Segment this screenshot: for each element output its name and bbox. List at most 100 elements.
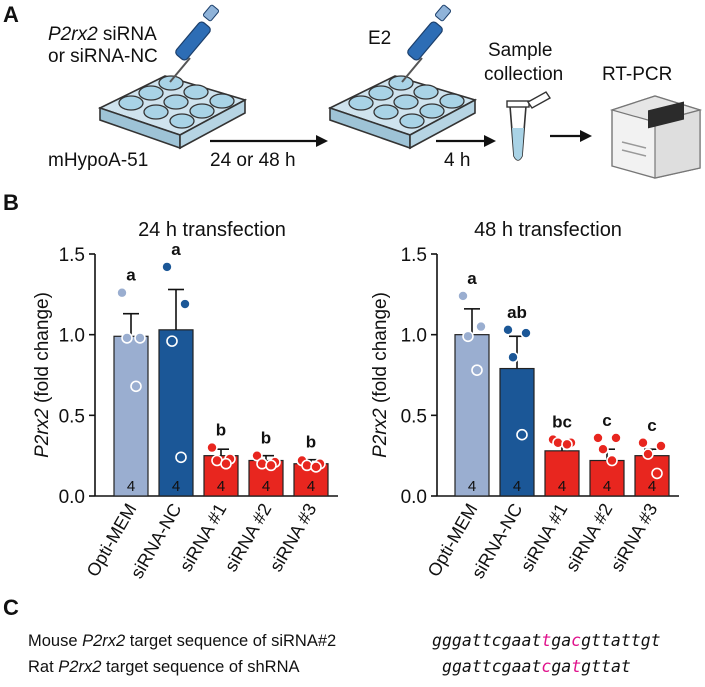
n-label: 4 — [217, 478, 225, 495]
data-point — [175, 451, 187, 464]
sequence-base: t — [482, 657, 492, 676]
n-label: 4 — [648, 478, 656, 495]
data-point — [310, 461, 322, 473]
treatment-line-1-rest: siRNA — [98, 24, 157, 45]
y-tick-label: 1.5 — [59, 245, 85, 266]
significance-letter: bc — [552, 413, 572, 432]
data-point — [655, 440, 667, 452]
y-tick-label: 0.0 — [401, 487, 427, 508]
y-axis-label-gene: P2rx2 — [32, 408, 53, 458]
significance-letter: c — [602, 411, 611, 430]
hormone-label: E2 — [368, 28, 391, 49]
sequence-base: g — [452, 657, 462, 676]
sequence-base: t — [531, 657, 541, 676]
sequence-base: c — [492, 631, 502, 650]
assay-label: RT-PCR — [602, 64, 672, 85]
mismatch-base: c — [571, 631, 581, 650]
time1-label: 24 or 48 h — [210, 150, 296, 171]
mismatch-base: c — [541, 657, 551, 676]
data-point — [251, 449, 263, 462]
sequence-base: t — [531, 631, 541, 650]
significance-letter: b — [261, 429, 271, 448]
significance-letter: b — [216, 421, 226, 440]
sequence-base: a — [521, 631, 531, 650]
y-tick-label: 0.5 — [401, 406, 427, 427]
n-label: 4 — [307, 478, 315, 495]
sequence-base: g — [581, 631, 591, 650]
sequence-base: g — [452, 631, 462, 650]
data-point — [471, 364, 483, 376]
sequence-base: g — [551, 657, 561, 676]
mouse-label-prefix: Mouse — [28, 632, 82, 650]
treatment-line-2: or siRNA-NC — [48, 46, 158, 67]
rat-sequence-label: Rat P2rx2 target sequence of shRNA — [28, 658, 300, 676]
data-point — [134, 332, 146, 344]
sequence-base: a — [561, 657, 571, 676]
significance-letter: c — [647, 416, 656, 435]
data-point — [610, 432, 622, 444]
rat-label-gene: P2rx2 — [58, 658, 101, 676]
sequence-base: t — [601, 631, 611, 650]
n-label: 4 — [513, 478, 521, 495]
sequence-base: t — [621, 657, 631, 676]
sequence-base: g — [641, 631, 651, 650]
sequence-base: a — [611, 631, 621, 650]
bar — [589, 459, 625, 497]
sequence-base: c — [492, 657, 502, 676]
sequence-base: g — [502, 631, 512, 650]
data-point — [121, 332, 133, 344]
bar — [113, 335, 149, 497]
y-axis-label-rest: (fold change) — [370, 292, 391, 408]
data-point — [166, 335, 178, 347]
data-point — [502, 324, 514, 336]
mouse-label-suffix: target sequence of siRNA#2 — [125, 632, 336, 650]
chart-title: 48 h transfection — [474, 219, 622, 241]
n-label: 4 — [558, 478, 566, 495]
n-label: 4 — [127, 478, 135, 495]
y-tick-label: 1.5 — [401, 245, 427, 266]
data-point — [637, 436, 649, 449]
data-point — [265, 459, 277, 472]
panel-label-a: A — [3, 2, 19, 27]
y-tick-label: 1.0 — [401, 326, 427, 347]
rat-label-prefix: Rat — [28, 658, 58, 676]
data-point — [561, 438, 573, 451]
mouse-label-gene: P2rx2 — [82, 632, 125, 650]
data-point — [520, 327, 532, 339]
rat-sequence: ggattcgaatcgatgttat — [442, 657, 631, 676]
data-point — [206, 441, 218, 454]
arrow-icon-1 — [210, 135, 328, 147]
data-point — [597, 443, 609, 456]
y-axis-label: P2rx2 (fold change) — [370, 292, 391, 458]
chart-24h: 24 h transfection P2rx2 (fold change) 0.0 0… — [32, 219, 338, 582]
y-axis-label-gene: P2rx2 — [370, 408, 391, 458]
sequence-base: a — [462, 657, 472, 676]
sequence-base: g — [442, 631, 452, 650]
y-axis-label: P2rx2 (fold change) — [32, 292, 53, 458]
mouse-sequence: gggattcgaattgacgttattgt — [432, 631, 661, 650]
arrow-icon-3 — [550, 130, 592, 142]
pipette-icon-2 — [401, 4, 452, 83]
culture-plate-icon-1 — [97, 75, 248, 150]
bar — [158, 329, 194, 497]
significance-letter: b — [306, 433, 316, 452]
chart-title: 24 h transfection — [138, 219, 286, 241]
sample-label-1: Sample — [488, 40, 552, 61]
sequence-base: a — [561, 631, 571, 650]
sequence-base: t — [591, 657, 601, 676]
data-point — [475, 320, 487, 333]
sequence-base: a — [522, 657, 532, 676]
rat-label-suffix: target sequence of shRNA — [101, 658, 299, 676]
data-point — [462, 330, 474, 343]
n-label: 4 — [603, 478, 611, 495]
bar — [454, 334, 490, 497]
sequence-base: t — [591, 631, 601, 650]
sequence-base: t — [472, 657, 482, 676]
n-label: 4 — [468, 478, 476, 495]
sequence-base: t — [631, 631, 641, 650]
sequence-base: a — [512, 631, 522, 650]
y-axis-label-rest: (fold change) — [32, 292, 53, 408]
significance-letter: ab — [507, 303, 527, 322]
sequence-base: g — [551, 631, 561, 650]
